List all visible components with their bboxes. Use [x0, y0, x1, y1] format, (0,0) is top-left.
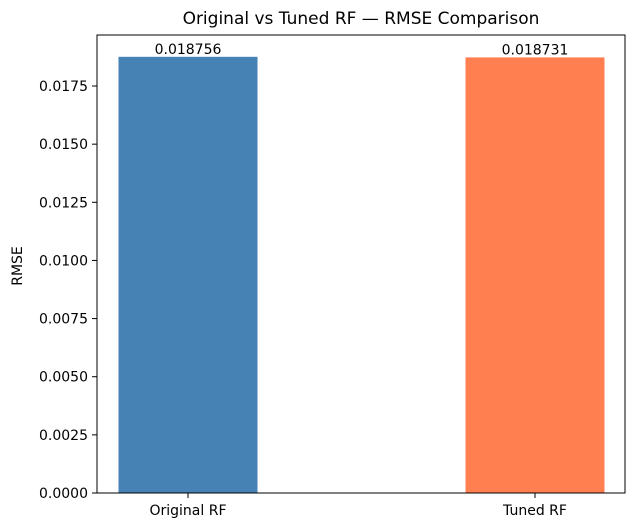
y-tick-label-3: 0.0075 — [39, 312, 88, 328]
data-label-2: 0.018731 — [502, 42, 569, 58]
y-tick-label-6: 0.0150 — [39, 137, 88, 153]
x-tick-label-0: Original RF — [149, 503, 226, 519]
plot-area: 0.018756 0.018731 0.0000 0.0025 0.0050 0.0075… — [39, 34, 626, 519]
chart-title: Original vs Tuned RF — RMSE Comparison — [183, 9, 540, 29]
bar-2 — [465, 57, 605, 493]
y-tick-label-5: 0.0125 — [39, 195, 88, 211]
y-tick-label-0: 0.0000 — [39, 486, 88, 502]
plot-frame — [96, 34, 626, 494]
data-label-1: 0.018756 — [155, 42, 222, 58]
x-tick-label-1: Tuned RF — [502, 503, 567, 519]
bar-1 — [118, 56, 258, 493]
y-axis-label: RMSE — [10, 246, 26, 286]
y-tick-label-7: 0.0175 — [39, 79, 88, 95]
y-tick-label-1: 0.0025 — [39, 428, 88, 444]
y-tick-label-4: 0.0100 — [39, 253, 88, 269]
y-tick-label-2: 0.0050 — [39, 370, 88, 386]
